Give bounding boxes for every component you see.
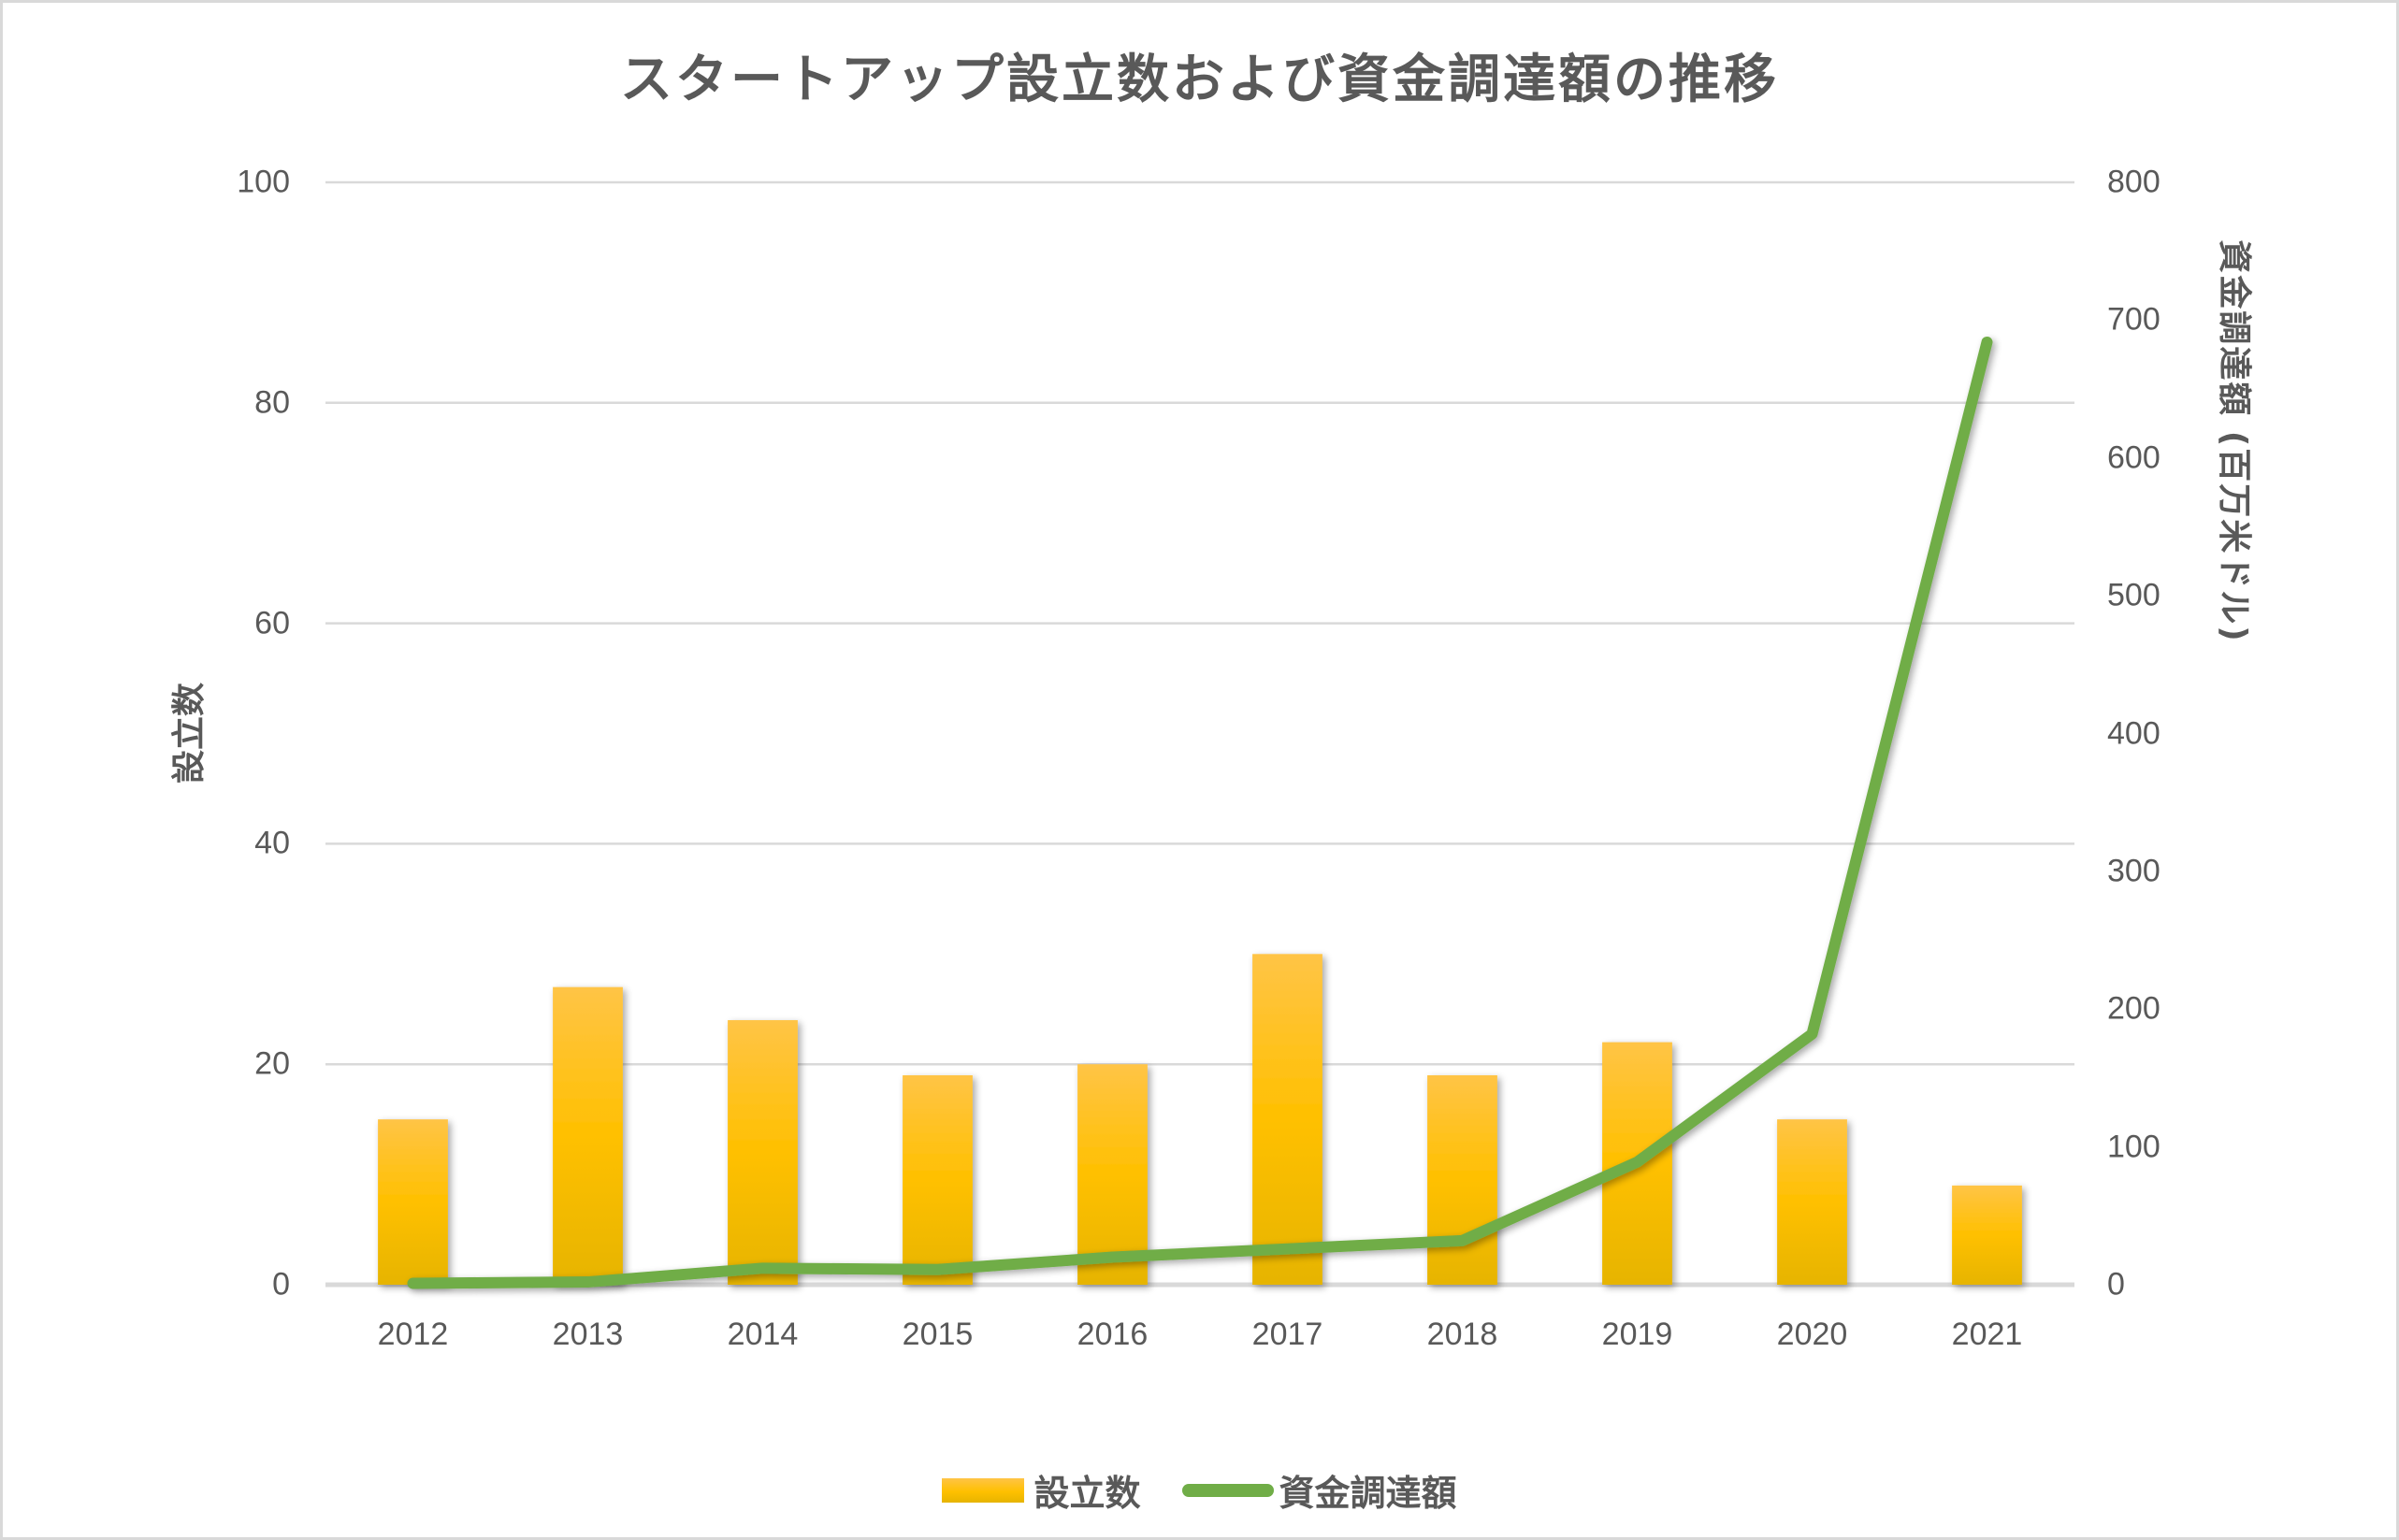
left-tick-label: 60	[254, 605, 290, 641]
bar[interactable]	[378, 1119, 448, 1285]
legend-label-bar: 設立数	[1033, 1473, 1141, 1514]
left-tick-label: 100	[237, 164, 290, 200]
right-tick-label: 500	[2107, 577, 2161, 613]
legend-label-line: 資金調達額	[1279, 1473, 1457, 1514]
x-tick-label: 2019	[1601, 1317, 1673, 1352]
left-tick-label: 20	[254, 1045, 290, 1082]
bar[interactable]	[1252, 954, 1322, 1285]
x-tick-label: 2018	[1426, 1317, 1498, 1352]
bar[interactable]	[903, 1074, 973, 1285]
left-tick-label: 0	[272, 1266, 290, 1303]
x-tick-label: 2016	[1077, 1317, 1149, 1352]
chart-title: スタートアップ設立数および資金調達額の推移	[620, 50, 1779, 110]
legend-item-bar[interactable]: 設立数	[942, 1464, 1141, 1516]
right-tick-label: 300	[2107, 853, 2161, 889]
bar[interactable]	[1427, 1074, 1497, 1285]
bar[interactable]	[728, 1020, 798, 1285]
right-tick-label: 200	[2107, 990, 2161, 1027]
bar[interactable]	[1952, 1185, 2022, 1285]
legend-item-line[interactable]: 資金調達額	[1181, 1464, 1457, 1516]
x-tick-label: 2020	[1776, 1317, 1848, 1352]
right-tick-label: 0	[2107, 1266, 2125, 1303]
right-tick-label: 400	[2107, 715, 2161, 751]
left-tick-label: 80	[254, 384, 290, 421]
bar[interactable]	[1077, 1064, 1148, 1285]
x-tick-label: 2012	[377, 1317, 449, 1352]
bar[interactable]	[553, 986, 623, 1285]
line-series-shikin	[407, 336, 1993, 1289]
x-tick-label: 2017	[1251, 1317, 1323, 1352]
x-tick-label: 2015	[902, 1317, 974, 1352]
bar-series-setsuritsu	[378, 954, 2022, 1285]
right-tick-label: 800	[2107, 164, 2161, 200]
left-tick-label: 40	[254, 825, 290, 861]
right-tick-label: 700	[2107, 301, 2161, 338]
right-tick-label: 600	[2107, 439, 2161, 476]
legend: 設立数 資金調達額	[0, 1464, 2399, 1516]
x-tick-label: 2021	[1951, 1317, 2023, 1352]
bar-swatch-icon	[942, 1477, 1025, 1503]
line-path[interactable]	[407, 336, 1993, 1289]
x-tick-label: 2013	[552, 1317, 624, 1352]
x-tick-label: 2014	[727, 1317, 799, 1352]
right-tick-label: 100	[2107, 1129, 2161, 1165]
line-swatch-icon	[1181, 1483, 1274, 1497]
bar[interactable]	[1777, 1119, 1847, 1285]
